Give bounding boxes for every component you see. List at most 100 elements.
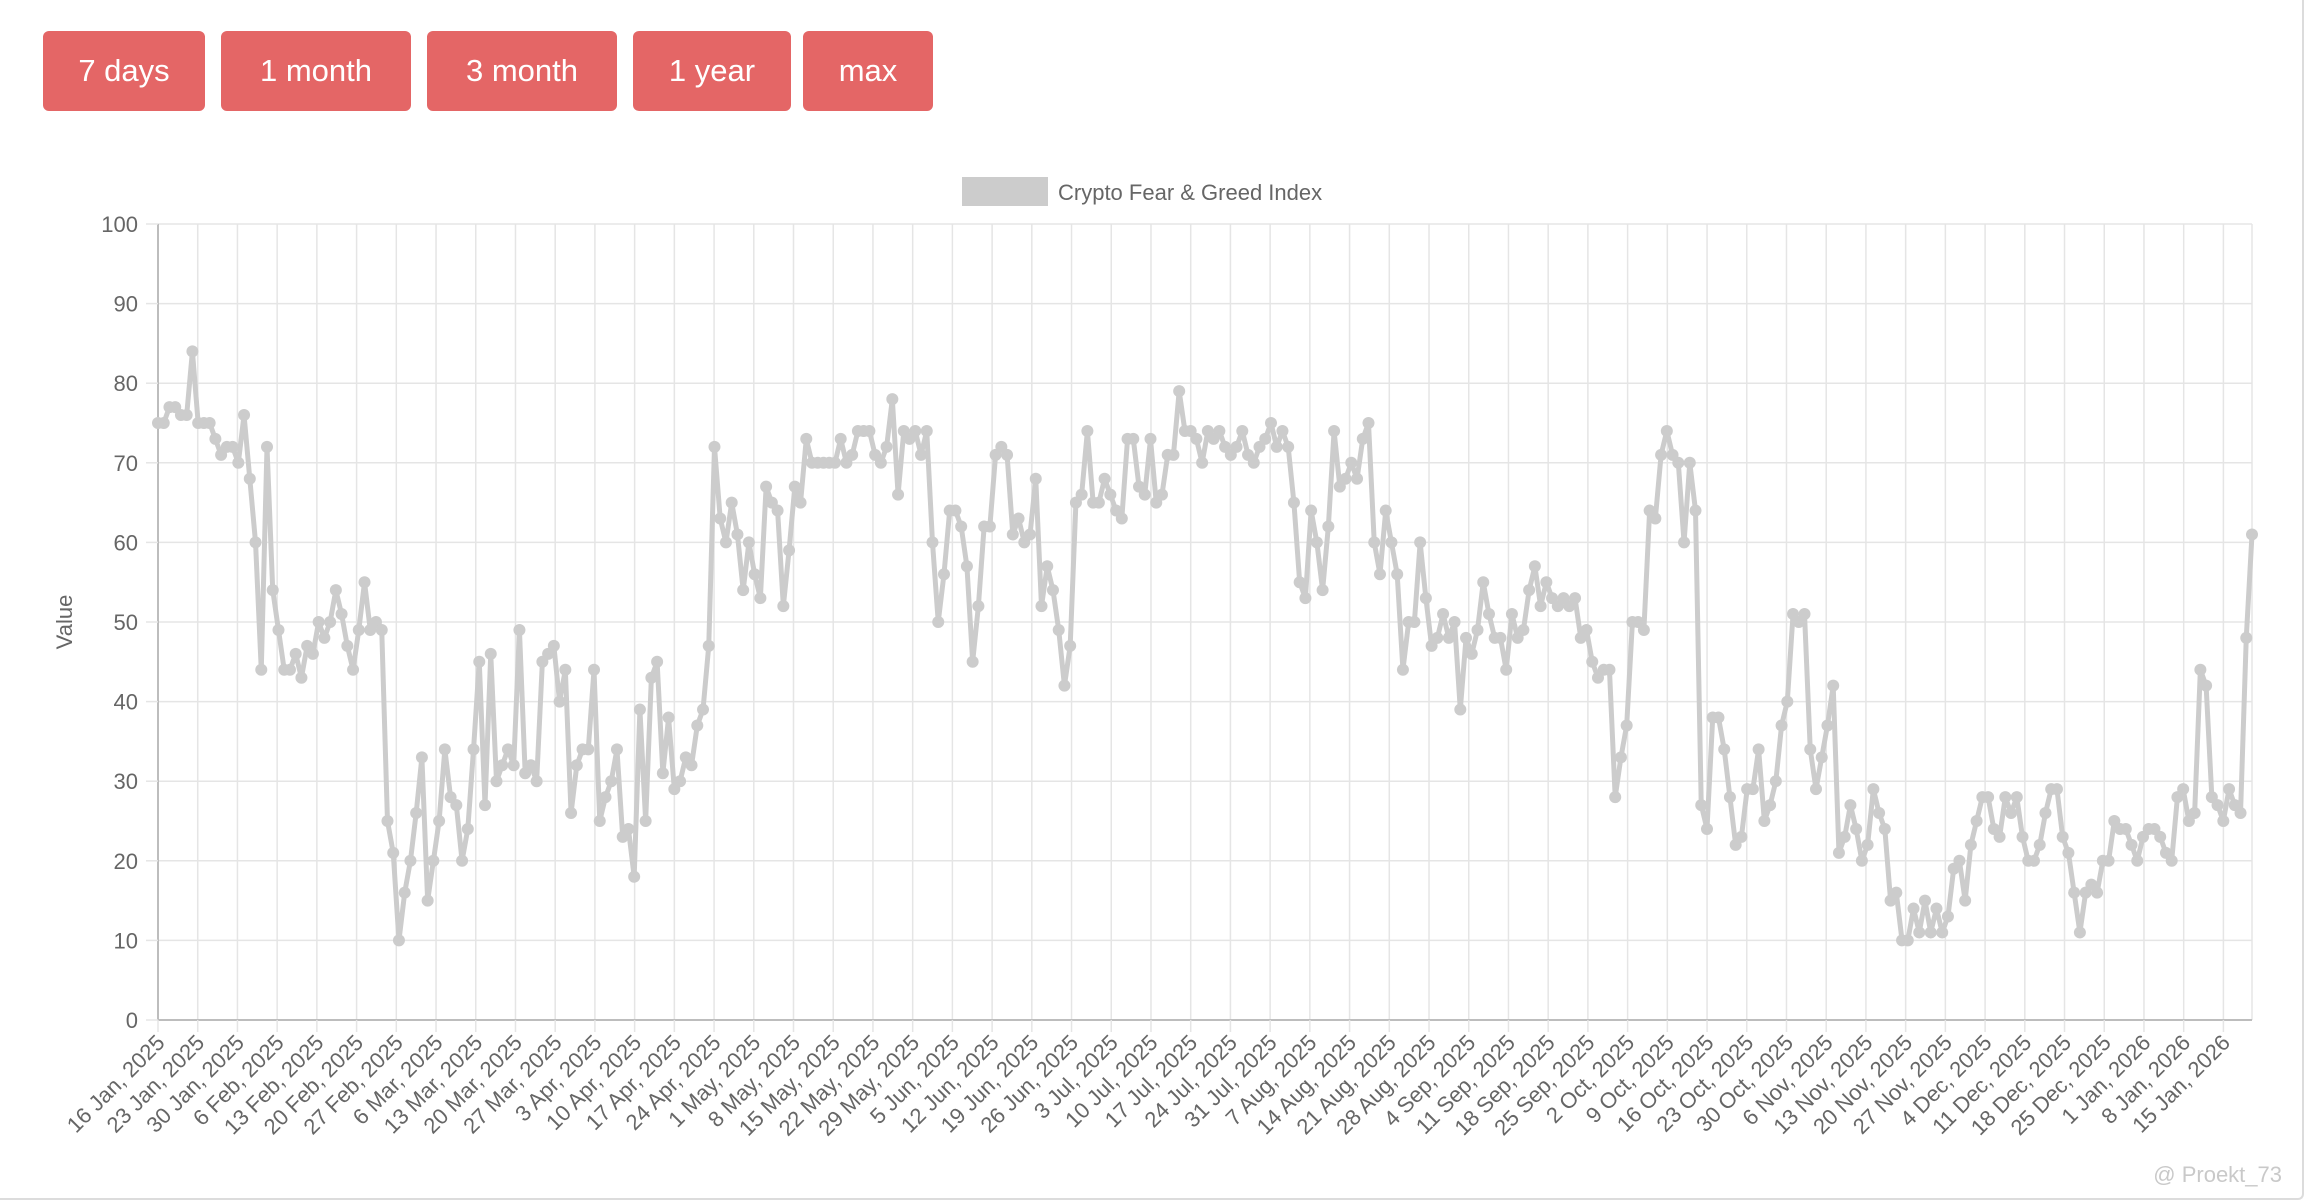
data-point[interactable] bbox=[874, 456, 887, 469]
data-point[interactable] bbox=[2211, 799, 2224, 812]
data-point[interactable] bbox=[1758, 815, 1771, 827]
data-point[interactable] bbox=[2125, 838, 2138, 851]
data-point[interactable] bbox=[1012, 512, 1025, 525]
data-point[interactable] bbox=[232, 456, 245, 469]
data-point[interactable] bbox=[1999, 791, 2012, 804]
data-point[interactable] bbox=[261, 440, 273, 453]
data-point[interactable] bbox=[955, 520, 968, 533]
data-point[interactable] bbox=[226, 440, 239, 453]
data-point[interactable] bbox=[639, 815, 652, 827]
data-point[interactable] bbox=[1752, 743, 1765, 756]
data-point[interactable] bbox=[1712, 711, 1725, 724]
data-point[interactable] bbox=[610, 743, 623, 756]
data-point[interactable] bbox=[1373, 568, 1386, 581]
data-point[interactable] bbox=[312, 616, 325, 628]
data-point[interactable] bbox=[926, 536, 939, 549]
data-point[interactable] bbox=[1167, 448, 1180, 461]
data-point[interactable] bbox=[1058, 679, 1071, 692]
data-point[interactable] bbox=[324, 616, 337, 628]
data-point[interactable] bbox=[932, 616, 945, 628]
data-point[interactable] bbox=[186, 345, 199, 358]
data-point[interactable] bbox=[1678, 536, 1691, 549]
data-point[interactable] bbox=[1328, 424, 1341, 437]
data-point[interactable] bbox=[1442, 631, 1455, 644]
data-point[interactable] bbox=[1460, 631, 1473, 644]
data-point[interactable] bbox=[2073, 926, 2086, 939]
data-point[interactable] bbox=[2027, 854, 2040, 867]
data-point[interactable] bbox=[415, 751, 428, 764]
data-point[interactable] bbox=[335, 608, 348, 621]
data-point[interactable] bbox=[1838, 830, 1851, 843]
data-point[interactable] bbox=[1746, 783, 1759, 796]
data-point[interactable] bbox=[1500, 663, 1513, 676]
data-point[interactable] bbox=[588, 663, 601, 676]
chart-legend[interactable]: Crypto Fear & Greed Index bbox=[962, 177, 1322, 206]
data-point[interactable] bbox=[2240, 631, 2253, 644]
data-point[interactable] bbox=[742, 536, 755, 549]
data-point[interactable] bbox=[238, 409, 251, 422]
data-point[interactable] bbox=[960, 560, 973, 573]
data-point[interactable] bbox=[1528, 560, 1541, 573]
data-point[interactable] bbox=[1695, 799, 1708, 812]
data-point[interactable] bbox=[1569, 592, 1582, 605]
data-point[interactable] bbox=[1901, 934, 1914, 947]
data-point[interactable] bbox=[1890, 886, 1903, 899]
data-point[interactable] bbox=[1339, 472, 1352, 485]
data-point[interactable] bbox=[1385, 536, 1398, 549]
data-point[interactable] bbox=[1517, 623, 1530, 636]
data-point[interactable] bbox=[1138, 488, 1151, 501]
data-point[interactable] bbox=[645, 671, 658, 684]
data-point[interactable] bbox=[524, 759, 537, 772]
data-point[interactable] bbox=[295, 671, 308, 684]
data-point[interactable] bbox=[748, 568, 761, 581]
data-point[interactable] bbox=[1322, 520, 1335, 533]
data-point[interactable] bbox=[1620, 719, 1633, 732]
data-point[interactable] bbox=[1041, 560, 1054, 573]
range-7-days-button[interactable]: 7 days bbox=[43, 31, 205, 111]
data-point[interactable] bbox=[1362, 417, 1375, 429]
data-point[interactable] bbox=[834, 432, 847, 445]
data-point[interactable] bbox=[484, 647, 497, 660]
data-point[interactable] bbox=[662, 711, 675, 724]
data-point[interactable] bbox=[1001, 448, 1014, 461]
data-point[interactable] bbox=[1465, 647, 1478, 660]
data-point[interactable] bbox=[760, 480, 773, 493]
data-point[interactable] bbox=[289, 647, 302, 660]
data-point[interactable] bbox=[501, 743, 514, 756]
range-1-year-button[interactable]: 1 year bbox=[633, 31, 791, 111]
data-point[interactable] bbox=[1098, 472, 1111, 485]
data-point[interactable] bbox=[283, 663, 296, 676]
data-point[interactable] bbox=[1781, 695, 1794, 708]
data-point[interactable] bbox=[1448, 616, 1461, 628]
data-point[interactable] bbox=[651, 655, 664, 668]
data-point[interactable] bbox=[1391, 568, 1404, 581]
data-point[interactable] bbox=[1649, 512, 1662, 525]
data-point[interactable] bbox=[1471, 623, 1484, 636]
data-point[interactable] bbox=[2062, 846, 2075, 859]
data-point[interactable] bbox=[1230, 440, 1243, 453]
data-point[interactable] bbox=[530, 775, 543, 788]
data-point[interactable] bbox=[846, 448, 859, 461]
data-point[interactable] bbox=[628, 870, 641, 883]
data-point[interactable] bbox=[490, 775, 503, 788]
data-point[interactable] bbox=[909, 424, 922, 437]
data-point[interactable] bbox=[1155, 488, 1168, 501]
data-point[interactable] bbox=[1855, 854, 1868, 867]
data-point[interactable] bbox=[674, 775, 687, 788]
data-point[interactable] bbox=[1873, 807, 1886, 820]
data-point[interactable] bbox=[1264, 417, 1277, 429]
data-point[interactable] bbox=[249, 536, 262, 549]
data-point[interactable] bbox=[1534, 600, 1547, 613]
data-point[interactable] bbox=[347, 663, 360, 676]
data-point[interactable] bbox=[622, 822, 635, 835]
data-point[interactable] bbox=[1723, 791, 1736, 804]
data-point[interactable] bbox=[1259, 432, 1272, 445]
data-point[interactable] bbox=[2165, 854, 2178, 867]
data-point[interactable] bbox=[1815, 751, 1828, 764]
data-point[interactable] bbox=[1821, 719, 1834, 732]
data-point[interactable] bbox=[398, 886, 411, 899]
data-point[interactable] bbox=[1293, 576, 1306, 589]
data-point[interactable] bbox=[2223, 783, 2236, 796]
data-point[interactable] bbox=[306, 647, 319, 660]
data-point[interactable] bbox=[863, 424, 876, 437]
